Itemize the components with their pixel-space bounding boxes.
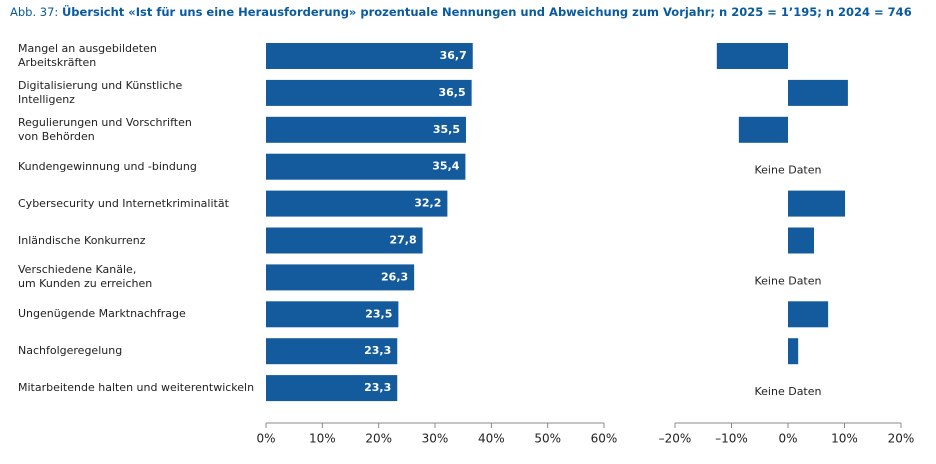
x-tick-label: 60% [591, 432, 618, 446]
bar [266, 153, 466, 180]
category-label: Kundengewinnung und -bindung [18, 159, 197, 173]
value-label: 32,2 [414, 197, 441, 210]
category-label: Verschiedene Kanäle, um Kunden zu erreic… [18, 263, 153, 291]
bar [788, 79, 848, 106]
x-tick-label: 10% [309, 432, 336, 446]
value-label: 27,8 [389, 234, 416, 247]
figure-label: Abb. 37: [10, 5, 59, 19]
category-label: Ungenügende Marktnachfrage [18, 307, 186, 321]
no-data-label: Keine Daten [755, 164, 822, 177]
x-tick-label: 50% [534, 432, 561, 446]
category-label: Mitarbeitende halten und weiterentwickel… [18, 381, 255, 395]
bar [266, 116, 466, 143]
bar [788, 227, 814, 254]
bar [716, 43, 788, 69]
chart-title: Abb. 37: Übersicht «Ist für uns eine Her… [10, 5, 912, 19]
bar [788, 338, 799, 365]
x-tick-label: 0% [256, 432, 275, 446]
bar [266, 79, 472, 106]
no-data-label: Keine Daten [755, 385, 822, 398]
value-label: 35,4 [432, 160, 459, 173]
value-label: 35,5 [433, 123, 460, 136]
x-tick-label: 0% [778, 432, 797, 446]
bar [266, 301, 399, 328]
value-label: 23,3 [364, 344, 391, 357]
bar [266, 227, 423, 254]
x-tick-label: 40% [478, 432, 505, 446]
title-text: Übersicht «Ist für uns eine Herausforder… [61, 5, 912, 19]
bar [266, 264, 415, 291]
category-label: Inländische Konkurrenz [18, 233, 146, 247]
value-label: 26,3 [381, 270, 408, 283]
bar [266, 338, 398, 365]
category-label: Cybersecurity und Internetkriminalität [18, 196, 229, 210]
x-tick-label: –10% [715, 432, 748, 446]
value-label: 36,7 [440, 49, 467, 62]
x-tick-label: 30% [422, 432, 449, 446]
category-label: Digitalisierung und Künstliche Intellige… [18, 78, 183, 106]
x-tick-label: –20% [659, 432, 692, 446]
x-tick-label: 20% [365, 432, 392, 446]
bar [788, 301, 829, 328]
value-label: 23,5 [365, 307, 392, 320]
bar [738, 116, 788, 143]
no-data-label: Keine Daten [755, 274, 822, 287]
value-label: 23,3 [364, 381, 391, 394]
x-tick-label: 10% [831, 432, 858, 446]
value-label: 36,5 [438, 86, 465, 99]
category-label: Nachfolgeregelung [18, 344, 123, 358]
bar [788, 190, 846, 217]
category-label: Regulierungen und Vorschriften von Behör… [18, 115, 192, 143]
x-tick-label: 20% [888, 432, 915, 446]
bar [266, 190, 448, 217]
bar [266, 43, 473, 69]
category-label: Mangel an ausgebildeten Arbeitskräften [18, 42, 157, 69]
bar [266, 375, 398, 402]
